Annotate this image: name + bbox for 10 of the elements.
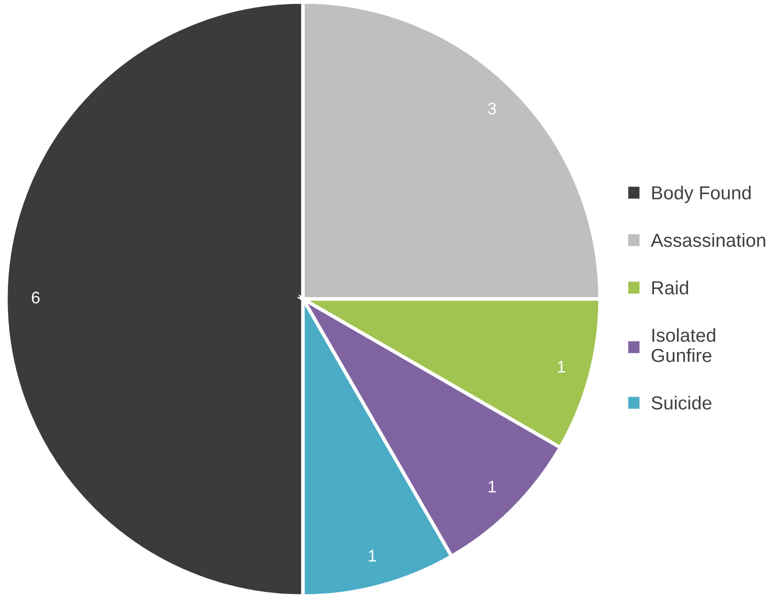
data-label: 6 <box>32 292 40 304</box>
legend-label: Body Found <box>652 186 751 204</box>
legend-label: Isolated Gunfire <box>652 328 716 362</box>
data-label: 1 <box>558 361 566 372</box>
legend-label: Raid <box>652 280 688 294</box>
legend-label: Assassination <box>650 233 766 247</box>
data-label: 1 <box>488 480 496 492</box>
data-label: 1 <box>368 550 376 562</box>
data-label: 3 <box>488 102 496 114</box>
legend-label: Suicide <box>652 396 712 410</box>
